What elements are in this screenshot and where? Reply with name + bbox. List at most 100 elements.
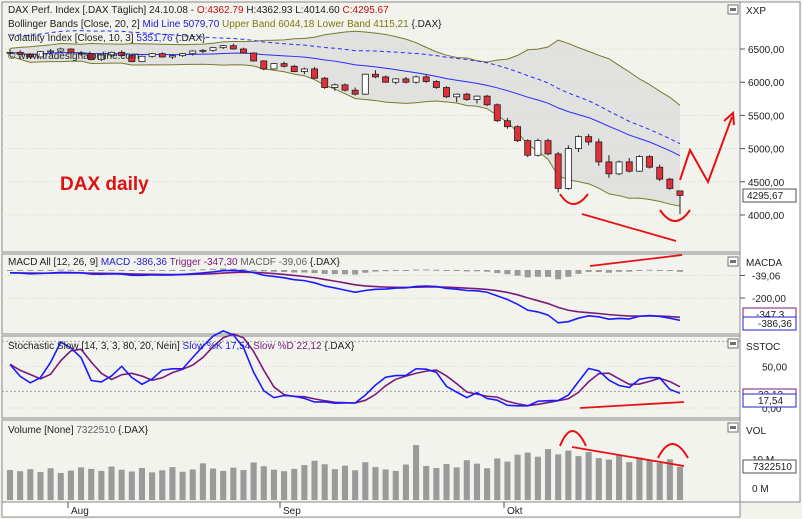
volume-bar <box>17 471 24 500</box>
price-tick-label: 4500,00 <box>748 178 785 189</box>
volume-bar <box>402 464 409 500</box>
macd-hist-bar <box>514 270 521 276</box>
macd-hist-bar <box>250 270 257 271</box>
y-axis-strip <box>739 1 801 503</box>
stoch-panel-button[interactable] <box>727 338 739 349</box>
volume-bar <box>108 466 115 500</box>
candle <box>341 84 349 91</box>
volume-bar <box>37 472 44 500</box>
macd-hist-bar <box>453 270 460 271</box>
volume-circle-2 <box>657 443 689 459</box>
watermark: © www.tradesignalonline.com <box>8 51 139 62</box>
macd-hist-bar <box>524 270 531 278</box>
volume-bar <box>443 463 450 500</box>
candle <box>453 93 461 98</box>
candle <box>443 87 450 98</box>
stoch-tick-label: 50,00 <box>762 362 787 373</box>
macd-line <box>9 269 681 324</box>
price-tick-label: 5500,00 <box>748 111 785 122</box>
macd-hist-bar <box>57 269 64 271</box>
macd-hist-bar <box>321 270 328 274</box>
volume-bar <box>666 459 673 500</box>
volume-bar <box>646 459 653 500</box>
price-last-badge: 4295,67 <box>742 188 797 203</box>
candle <box>615 161 623 175</box>
volume-bar <box>321 464 328 500</box>
volume-trendline <box>571 446 685 467</box>
candle <box>270 63 278 70</box>
macd-hist-bar <box>413 269 420 271</box>
macd-hist-bar <box>565 270 572 277</box>
volume-bar <box>199 463 206 500</box>
macd-hist-bar <box>301 270 308 273</box>
volume-bar <box>159 470 166 500</box>
projection-arrowhead <box>723 110 735 126</box>
candle <box>666 178 674 189</box>
macd-hist-bar <box>169 270 176 271</box>
candle <box>128 55 136 63</box>
macd-value-badge: -386,36 <box>742 316 797 331</box>
volume-bar <box>301 465 308 500</box>
x-tick-label: Aug <box>71 506 89 517</box>
candle <box>158 53 166 58</box>
volume-bar <box>534 456 541 500</box>
volume-bar <box>392 470 399 500</box>
price-tick-label: 6000,00 <box>748 78 785 89</box>
low-circle-2 <box>659 209 691 222</box>
volume-bar <box>240 470 247 500</box>
volume-bar <box>47 468 54 500</box>
volume-bar <box>6 470 14 500</box>
annotations <box>559 110 735 467</box>
volume-bar <box>27 469 34 500</box>
volume-bar <box>504 461 511 500</box>
volume-bar <box>433 467 440 500</box>
volume-bar <box>595 458 602 500</box>
candle <box>514 126 522 142</box>
volume-bar <box>372 467 379 500</box>
macd-hist-bar <box>149 270 156 271</box>
candle <box>67 48 75 54</box>
volume-bar <box>341 465 349 500</box>
candle <box>402 78 410 83</box>
macd-hist-bar <box>67 269 74 271</box>
macd-hist-bar <box>6 270 14 271</box>
volume-bar <box>118 469 125 500</box>
candle <box>179 53 187 57</box>
volume-bar <box>605 459 612 500</box>
x-axis-strip <box>1 501 741 518</box>
macd-hist-bar <box>209 268 217 270</box>
candle <box>311 68 318 79</box>
dax-daily-label: DAX daily <box>60 174 149 195</box>
macd-hist-bar <box>534 270 541 277</box>
candle <box>656 166 664 180</box>
volume-bar <box>544 449 552 500</box>
candle <box>483 95 491 106</box>
price-panel-button[interactable] <box>727 4 739 15</box>
volume-bar <box>67 470 74 500</box>
candle <box>564 148 572 189</box>
volume-bar <box>494 458 501 500</box>
macd-panel-button[interactable] <box>727 256 739 267</box>
macd-hist-bar <box>473 270 481 272</box>
volume-panel-button[interactable] <box>727 422 739 433</box>
candle <box>605 161 613 175</box>
macd-hist-bar <box>47 269 54 271</box>
macd-hist-bar <box>270 270 277 272</box>
price-header-line2: Bollinger Bands [Close, 20, 2] Mid Line … <box>8 19 442 30</box>
candle <box>473 95 481 100</box>
candle <box>108 51 115 56</box>
volume-bar <box>423 465 430 500</box>
macd-hist-bar <box>494 270 501 274</box>
macd-hist-bar <box>504 270 511 275</box>
volume-bar <box>57 472 64 500</box>
volume-bar <box>524 452 531 500</box>
candle <box>57 48 65 52</box>
macd-hist-bar <box>443 270 450 271</box>
stoch-divergence-line <box>579 401 685 409</box>
volume-bar <box>636 457 643 500</box>
candle <box>554 153 562 189</box>
candle <box>432 81 440 88</box>
macd-hist-bar <box>159 270 166 271</box>
volume-bar <box>585 452 592 500</box>
